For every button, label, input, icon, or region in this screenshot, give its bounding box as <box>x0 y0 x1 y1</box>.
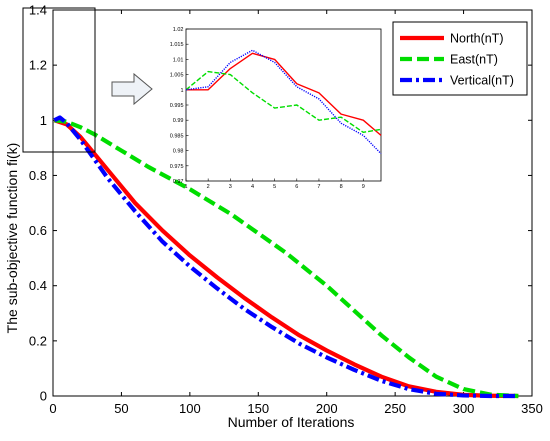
x-tick-label: 350 <box>521 401 543 416</box>
inset-frame <box>185 28 382 182</box>
zoom-region-box <box>22 7 96 153</box>
inset-y-tick-label: 0.99 <box>173 118 184 124</box>
legend-box <box>392 21 528 96</box>
series-group <box>53 115 519 399</box>
inset-x-tick-label: 4 <box>251 184 254 190</box>
x-tick-label: 100 <box>179 401 201 416</box>
y-tick-label: 1 <box>40 113 47 128</box>
inset-y-tick-label: 0.98 <box>173 149 184 155</box>
inset-plot: 1 2 3 4 5 6 7 8 9 0.97 0.975 0.98 0.985 0.99 0.995 1 1.0… <box>170 27 382 190</box>
inset-y-tick-label: 0.97 <box>173 179 184 185</box>
x-tick-label: 150 <box>247 401 269 416</box>
legend-label: East(nT) <box>450 53 498 67</box>
y-axis-label-group: The sub-objective function fi(k) <box>4 143 20 334</box>
inset-x-tick-label: 5 <box>273 184 276 190</box>
inset-x-tick-label: 7 <box>317 184 320 190</box>
x-axis-label: Number of Iterations <box>228 414 355 430</box>
x-axis-label-group: Number of Iterations <box>228 414 355 430</box>
inset-y-tick-label: 0.985 <box>170 133 184 139</box>
legend: North(nT) East(nT) Vertical(nT) <box>392 21 528 96</box>
inset-x-tick-label: 2 <box>207 184 210 190</box>
inset-series-line-east-nt <box>185 70 382 134</box>
inset-y-tick-label: 1.005 <box>170 73 184 79</box>
series-line-north-nt <box>53 118 519 399</box>
inset-x-tick-label: 8 <box>340 184 343 190</box>
inset-y-tick-label: 1 <box>180 88 183 94</box>
y-tick-label: 0 <box>40 389 47 404</box>
inset-x-tick-label: 6 <box>295 184 298 190</box>
series-line-east-nt <box>54 118 519 399</box>
inset-y-tick-label: 1.02 <box>173 27 184 33</box>
y-tick-label: 0.2 <box>29 333 47 348</box>
legend-label: Vertical(nT) <box>450 74 514 88</box>
inset-y-tick-label: 0.975 <box>170 164 184 170</box>
y-tick-label: 1.4 <box>29 3 47 18</box>
zoom-arrow <box>111 72 153 106</box>
inset-y-tick-label: 0.995 <box>170 103 184 109</box>
inset-y-tick-label: 1.015 <box>170 42 184 48</box>
x-tick-label: 0 <box>49 401 56 416</box>
x-tick-label: 200 <box>316 401 338 416</box>
inset-x-tick-label: 9 <box>362 184 365 190</box>
y-axis-label: The sub-objective function fi(k) <box>4 143 20 334</box>
series-line-vertical-nt <box>53 115 519 399</box>
zoom-annotation <box>22 7 153 153</box>
y-tick-label: 1.2 <box>29 58 47 73</box>
x-tick-label: 250 <box>384 401 406 416</box>
inset-x-tick-label: 1 <box>184 184 187 190</box>
legend-label: North(nT) <box>450 32 503 46</box>
x-tick-label: 50 <box>114 401 128 416</box>
x-tick-label: 300 <box>453 401 475 416</box>
inset-series-line-vertical-nt <box>185 49 382 155</box>
inset-y-tick-label: 1.01 <box>173 57 184 63</box>
y-tick-label: 0.4 <box>29 278 47 293</box>
y-tick-label: 0.8 <box>29 168 47 183</box>
inset-x-tick-label: 3 <box>229 184 232 190</box>
y-tick-label: 0.6 <box>29 223 47 238</box>
inset-series-line-north-nt <box>186 52 382 136</box>
